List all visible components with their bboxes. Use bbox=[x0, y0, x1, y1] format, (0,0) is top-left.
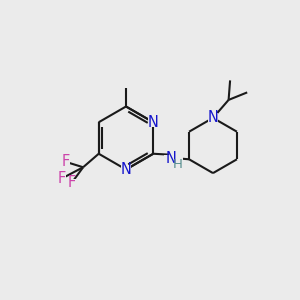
Bar bbox=[57, 175, 66, 182]
Text: N: N bbox=[121, 162, 131, 177]
Bar bbox=[164, 154, 183, 168]
Bar bbox=[61, 158, 70, 166]
Text: F: F bbox=[68, 175, 76, 190]
Text: F: F bbox=[57, 171, 66, 186]
Text: N: N bbox=[208, 110, 218, 125]
Text: F: F bbox=[61, 154, 70, 169]
Bar bbox=[208, 113, 218, 122]
Text: N: N bbox=[148, 115, 159, 130]
Text: H: H bbox=[172, 158, 182, 171]
Bar bbox=[68, 179, 76, 187]
Text: N: N bbox=[166, 151, 176, 166]
Bar bbox=[121, 165, 131, 174]
Bar bbox=[148, 118, 159, 127]
